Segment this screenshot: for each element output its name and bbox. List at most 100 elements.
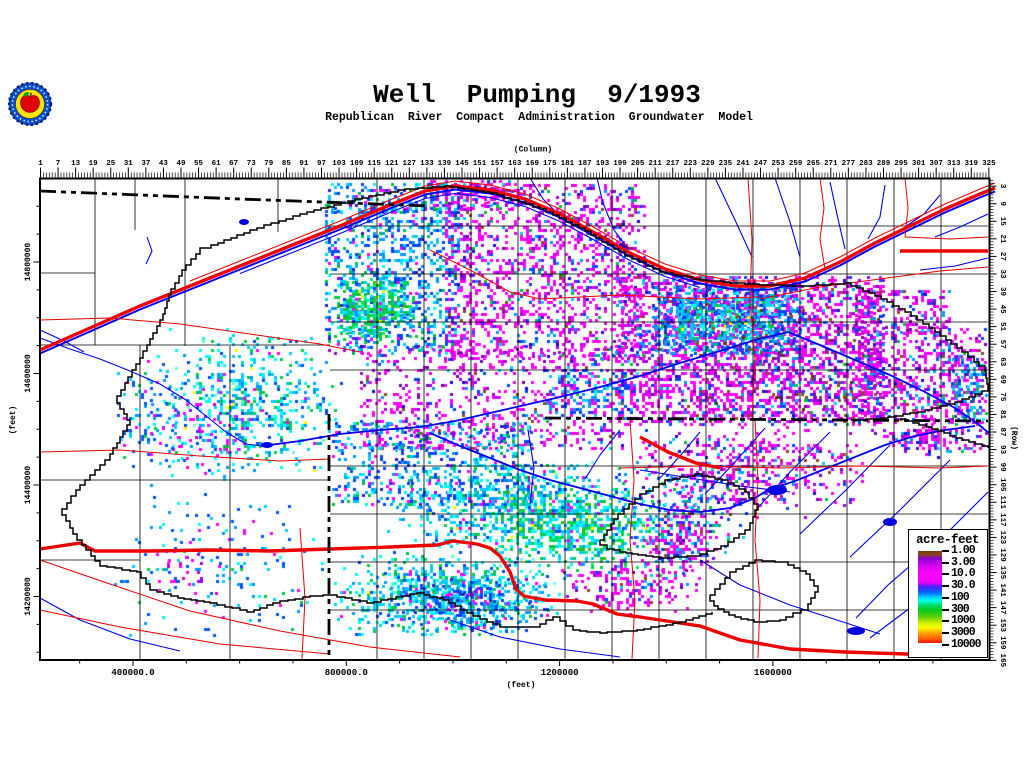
svg-text:7: 7: [56, 160, 61, 168]
svg-text:199: 199: [613, 160, 627, 168]
svg-text:800000.0: 800000.0: [325, 668, 368, 678]
svg-text:9: 9: [998, 201, 1006, 206]
legend: acre-feet 1.00 3.00 10.0 30.0 100 300 1000 3000…: [908, 529, 988, 658]
svg-text:141: 141: [998, 583, 1006, 597]
state-boundary: [39, 189, 989, 659]
svg-text:81: 81: [998, 410, 1006, 420]
svg-text:75: 75: [998, 392, 1006, 402]
svg-text:175: 175: [543, 160, 557, 168]
svg-text:121: 121: [385, 160, 399, 168]
svg-text:147: 147: [998, 601, 1006, 615]
svg-text:55: 55: [194, 160, 204, 168]
roads: [39, 177, 996, 660]
svg-text:27: 27: [998, 252, 1006, 261]
lakes: [239, 219, 897, 635]
svg-text:319: 319: [965, 160, 979, 168]
legend-tick: [942, 643, 949, 646]
svg-text:103: 103: [332, 160, 346, 168]
svg-text:159: 159: [998, 636, 1006, 650]
svg-text:37: 37: [141, 160, 150, 168]
legend-tick: [942, 573, 949, 576]
svg-text:133: 133: [420, 160, 434, 168]
row-axis: 3915212733394551576369758187939910511111…: [990, 179, 1018, 668]
svg-text:43: 43: [159, 160, 169, 168]
svg-text:169: 169: [525, 160, 539, 168]
column-axis: 1 7 13 19 25 31 37 43 49 55 61 67 73 79 85 91 97 103 109 11…: [38, 146, 996, 178]
svg-text:93: 93: [998, 445, 1006, 455]
legend-colorbar: [918, 551, 942, 643]
svg-text:325: 325: [982, 160, 996, 168]
legend-tick: [942, 631, 949, 634]
legend-label: 10000: [951, 637, 981, 651]
svg-text:(Column): (Column): [514, 146, 552, 155]
svg-text:91: 91: [299, 160, 309, 168]
legend-label: 3.00: [951, 555, 976, 569]
svg-text:271: 271: [824, 160, 838, 168]
svg-text:259: 259: [789, 160, 803, 168]
legend-label: 10.0: [951, 567, 976, 581]
svg-text:14600000: 14600000: [24, 354, 33, 393]
svg-text:229: 229: [701, 160, 715, 168]
svg-text:123: 123: [998, 531, 1006, 545]
svg-text:223: 223: [684, 160, 698, 168]
svg-text:109: 109: [350, 160, 364, 168]
svg-text:85: 85: [282, 160, 292, 168]
legend-tick: [942, 561, 949, 564]
svg-text:111: 111: [998, 496, 1006, 510]
svg-text:87: 87: [998, 428, 1006, 437]
svg-text:63: 63: [998, 357, 1006, 367]
svg-text:51: 51: [998, 322, 1006, 332]
legend-label: 300: [951, 602, 970, 616]
svg-text:400000.0: 400000.0: [111, 668, 154, 678]
svg-text:31: 31: [124, 160, 134, 168]
svg-text:3: 3: [998, 184, 1006, 189]
left-axis: 14800000 14600000 14400000 14200000 (feet): [9, 205, 40, 653]
svg-text:115: 115: [367, 160, 381, 168]
legend-tick: [942, 620, 949, 623]
svg-text:301: 301: [912, 160, 926, 168]
svg-text:235: 235: [719, 160, 733, 168]
svg-text:139: 139: [438, 160, 452, 168]
svg-text:151: 151: [473, 160, 487, 168]
svg-text:1: 1: [38, 160, 43, 168]
svg-text:295: 295: [894, 160, 908, 168]
svg-text:127: 127: [403, 160, 417, 168]
svg-text:153: 153: [998, 618, 1006, 632]
svg-text:21: 21: [998, 234, 1006, 244]
svg-text:(feet): (feet): [507, 681, 536, 690]
legend-title: acre-feet: [916, 533, 980, 547]
svg-text:14800000: 14800000: [24, 243, 33, 282]
svg-text:307: 307: [929, 160, 943, 168]
bottom-axis: 400000.0 800000.0 1200000 1600000 (feet): [79, 660, 934, 690]
svg-text:289: 289: [877, 160, 891, 168]
svg-text:69: 69: [998, 375, 1006, 385]
svg-text:15: 15: [998, 217, 1006, 227]
svg-text:57: 57: [998, 340, 1006, 349]
svg-text:145: 145: [455, 160, 469, 168]
legend-label: 1000: [951, 614, 976, 628]
svg-text:97: 97: [317, 160, 326, 168]
svg-text:165: 165: [998, 654, 1006, 668]
legend-label: 3000: [951, 625, 976, 639]
svg-text:129: 129: [998, 548, 1006, 562]
legend-tick: [942, 585, 949, 588]
legend-tick: [942, 596, 949, 599]
svg-text:193: 193: [596, 160, 610, 168]
svg-text:33: 33: [998, 269, 1006, 279]
legend-label: 1.00: [951, 544, 976, 557]
svg-text:205: 205: [631, 160, 645, 168]
svg-text:283: 283: [859, 160, 873, 168]
svg-text:49: 49: [176, 160, 186, 168]
svg-text:(Row): (Row): [1009, 426, 1018, 450]
legend-label: 100: [951, 590, 970, 604]
svg-text:(feet): (feet): [9, 406, 18, 435]
svg-text:187: 187: [578, 160, 592, 168]
svg-text:19: 19: [89, 160, 99, 168]
legend-tick: [942, 608, 949, 611]
svg-text:67: 67: [229, 160, 238, 168]
svg-text:241: 241: [736, 160, 750, 168]
svg-text:265: 265: [806, 160, 820, 168]
rivers: [39, 177, 996, 658]
svg-text:117: 117: [998, 513, 1006, 527]
svg-text:99: 99: [998, 463, 1006, 473]
